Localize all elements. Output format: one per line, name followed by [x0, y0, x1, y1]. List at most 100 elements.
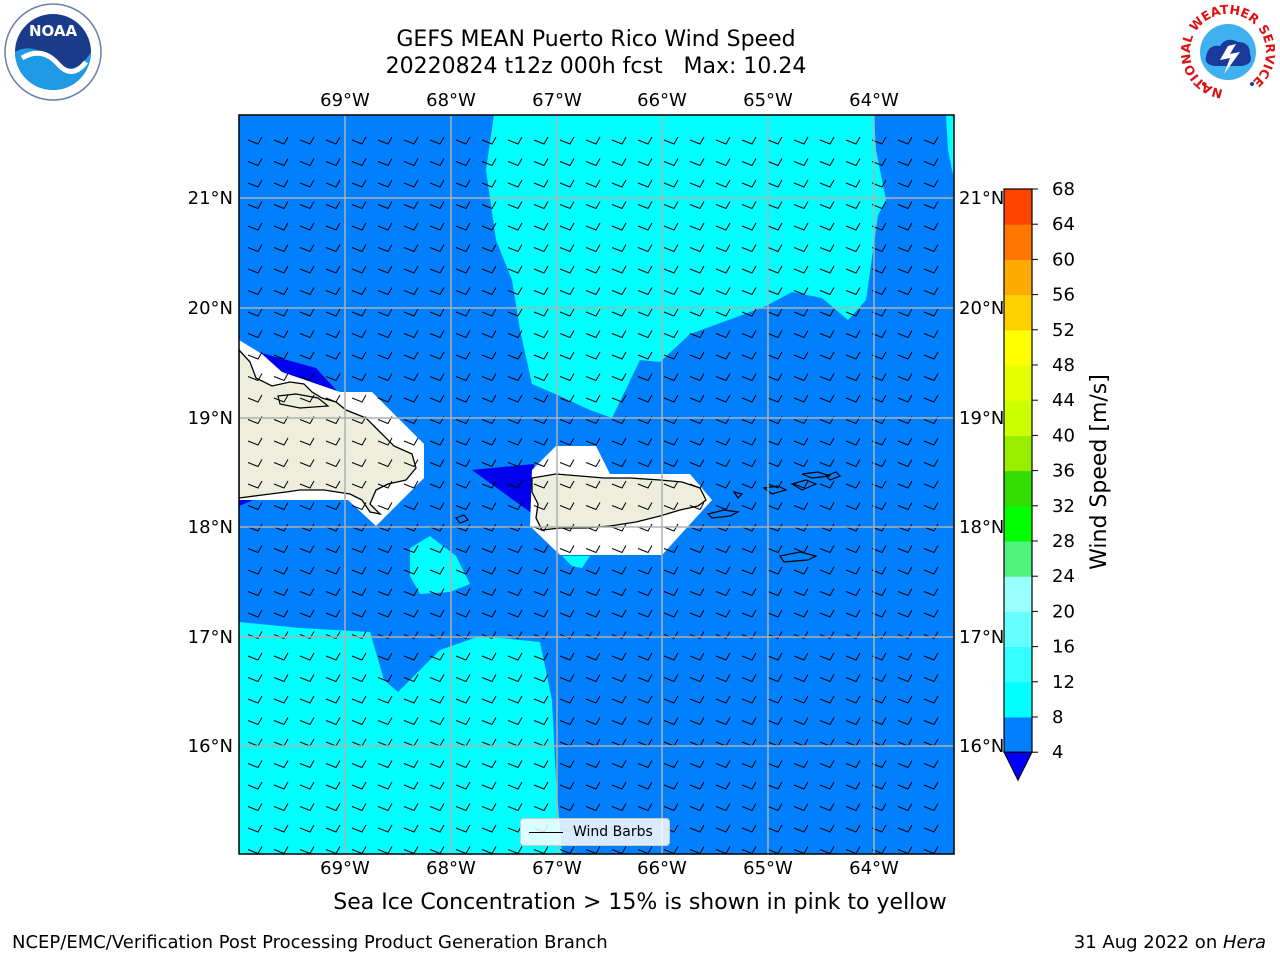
- wind-barb-834: [871, 781, 887, 790]
- lat-label-right-16n: 16°N: [959, 736, 1004, 757]
- wind-barb-207: [715, 287, 731, 296]
- wind-barb-530: [689, 545, 705, 554]
- wind-barb-698: [845, 674, 861, 683]
- wind-barb-7: [429, 136, 445, 145]
- wind-barb-597: [325, 609, 341, 618]
- wind-barb-102: [793, 201, 809, 210]
- wind-barb-603: [481, 609, 497, 618]
- wind-barb-95: [611, 201, 627, 210]
- wind-barb-585: [715, 588, 731, 597]
- wind-barb-6: [403, 136, 419, 145]
- wind-barb-626: [377, 631, 393, 640]
- wind-barb-853: [663, 803, 679, 812]
- wind-barb-851: [611, 803, 627, 812]
- wind-barb-147: [559, 244, 575, 253]
- wind-barb-140: [377, 244, 393, 253]
- wind-barb-108: [247, 222, 263, 231]
- wind-barb-3: [325, 136, 341, 145]
- wind-barb-827: [689, 781, 705, 790]
- wind-barb-224: [455, 308, 471, 317]
- wind-barb-410: [377, 459, 393, 468]
- lat-label-left-17n: 17°N: [188, 627, 233, 648]
- wind-barb-351: [247, 416, 263, 425]
- wind-barb-527: [611, 545, 627, 554]
- wind-barb-319: [819, 373, 835, 382]
- wind-barb-162: [247, 265, 263, 274]
- wind-barb-92: [533, 201, 549, 210]
- wind-barb-474: [637, 502, 653, 511]
- wind-barb-277: [429, 351, 445, 360]
- wind-barb-666: [715, 652, 731, 661]
- wind-barb-306: [481, 373, 497, 382]
- wind-barb-726: [871, 695, 887, 704]
- wind-barb-268: [897, 330, 913, 339]
- wind-barb-281: [533, 351, 549, 360]
- wind-barb-790: [429, 760, 445, 769]
- colorbar-tick-52: 52: [1052, 320, 1075, 341]
- cyan-region-north: [486, 115, 886, 418]
- wind-barb-478: [741, 502, 757, 511]
- wind-barb-610: [663, 609, 679, 618]
- wind-barb-19: [741, 136, 757, 145]
- colorbar-segment-8: [1004, 435, 1032, 472]
- wind-barb-451: [741, 480, 757, 489]
- wind-barb-798: [637, 760, 653, 769]
- wind-barb-286: [663, 351, 679, 360]
- wind-barb-152: [689, 244, 705, 253]
- wind-barb-67: [585, 179, 601, 188]
- wind-barb-365: [611, 416, 627, 425]
- wind-barb-324: [247, 394, 263, 403]
- wind-barb-142: [429, 244, 445, 253]
- wind-barb-609: [637, 609, 653, 618]
- wind-barb-750: [793, 717, 809, 726]
- wind-barb-388: [507, 437, 523, 446]
- wind-barb-623: [299, 631, 315, 640]
- wind-barb-846: [481, 803, 497, 812]
- wind-barb-667: [741, 652, 757, 661]
- wind-barb-711: [481, 695, 497, 704]
- wind-barb-329: [377, 394, 393, 403]
- wind-barb-150: [637, 244, 653, 253]
- wind-barb-852: [637, 803, 653, 812]
- wind-barb-713: [533, 695, 549, 704]
- wind-barb-598: [351, 609, 367, 618]
- wind-barb-346: [819, 394, 835, 403]
- wind-barb-97: [663, 201, 679, 210]
- wind-barb-795: [559, 760, 575, 769]
- colorbar-segment-14: [1004, 224, 1032, 260]
- wind-barb-287: [689, 351, 705, 360]
- wind-barb-649: [273, 652, 289, 661]
- wind-barb-48: [793, 158, 809, 167]
- colorbar-segment-10: [1004, 365, 1032, 401]
- wind-barb-627: [403, 631, 419, 640]
- wind-barb-106: [897, 201, 913, 210]
- wind-barb-631: [507, 631, 523, 640]
- wind-barb-395: [689, 437, 705, 446]
- wind-barb-808: [897, 760, 913, 769]
- wind-barb-615: [793, 609, 809, 618]
- wind-barb-435: [325, 480, 341, 489]
- wind-barb-300: [325, 373, 341, 382]
- wind-barb-686: [533, 674, 549, 683]
- wind-barb-453: [793, 480, 809, 489]
- wind-barb-633: [559, 631, 575, 640]
- wind-barb-13: [585, 136, 601, 145]
- wind-barb-314: [689, 373, 705, 382]
- wind-barb-518: [377, 545, 393, 554]
- wind-barb-642: [793, 631, 809, 640]
- wind-barb-881: [689, 824, 705, 833]
- wind-barb-129: [793, 222, 809, 231]
- wind-barb-869: [377, 824, 393, 833]
- wind-barb-340: [663, 394, 679, 403]
- wind-barb-462: [325, 502, 341, 511]
- mona-island: [455, 514, 469, 524]
- wind-barb-262: [741, 330, 757, 339]
- wind-barb-663: [637, 652, 653, 661]
- wind-barb-292: [819, 351, 835, 360]
- wind-barb-123: [637, 222, 653, 231]
- cyan-region-small: [562, 556, 590, 568]
- hispaniola-land: [239, 349, 417, 516]
- wind-barb-189: [247, 287, 263, 296]
- wind-barb-271: [273, 351, 289, 360]
- wind-barb-519: [403, 545, 419, 554]
